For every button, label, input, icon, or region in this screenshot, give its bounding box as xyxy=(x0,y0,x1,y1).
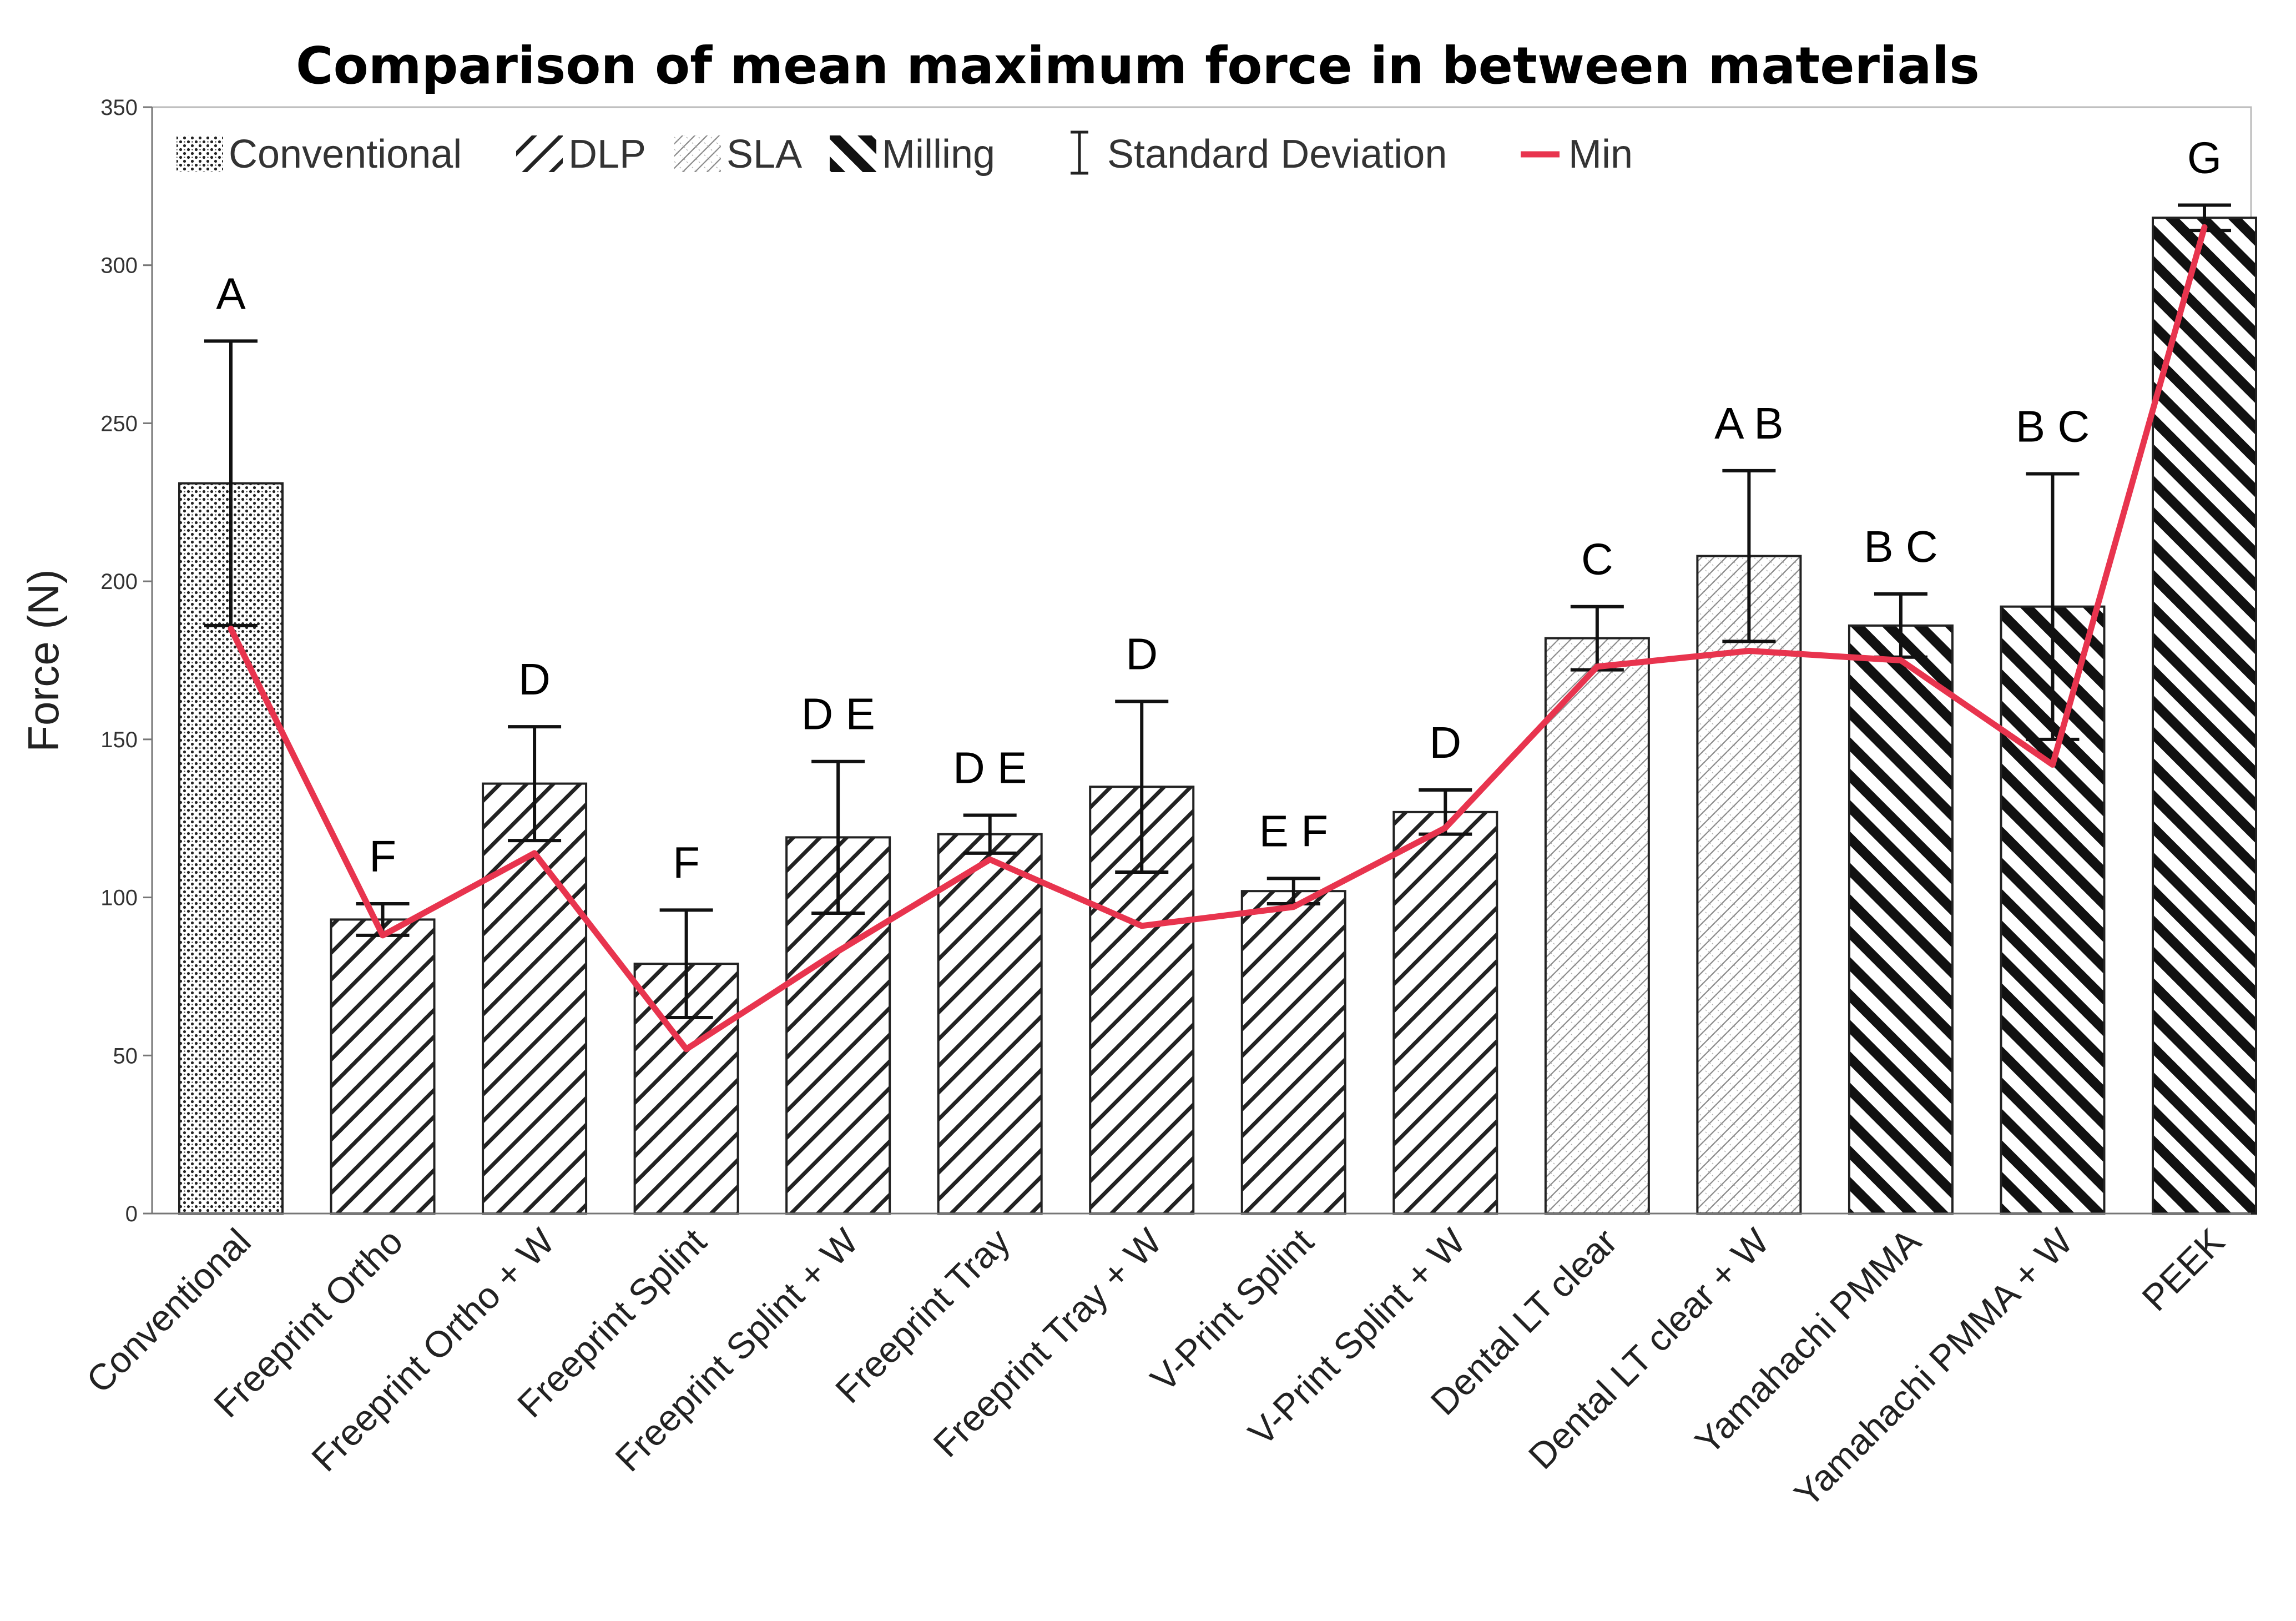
min-point-freeprint-splint-w xyxy=(837,950,839,952)
significance-letters: A F D F D E D E D E F D C A B B C B C G xyxy=(216,133,2222,888)
y-tick-label-350: 350 xyxy=(100,95,138,120)
legend-item-min: Min xyxy=(1521,132,1633,177)
legend-item-sla: SLA xyxy=(674,132,802,177)
significance-letter-yamahachi-pmma-w: B C xyxy=(2016,402,2090,451)
y-tick-label-250: 250 xyxy=(100,411,138,436)
min-point-yamahachi-pmma xyxy=(1900,660,1901,661)
bar-v-print-splint-w xyxy=(1392,810,1498,1215)
error-bar-freeprint-splint xyxy=(659,908,713,1019)
significance-letter-peek: G xyxy=(2187,133,2222,183)
legend-item-standard-deviation: Standard Deviation xyxy=(1071,130,1447,177)
y-tick-label-200: 200 xyxy=(100,570,138,594)
min-point-freeprint-tray-w xyxy=(1141,925,1143,927)
bar-v-print-splint xyxy=(1240,890,1346,1215)
min-point-conventional xyxy=(230,628,231,630)
min-series-line xyxy=(228,224,2208,1053)
legend-label-milling: Milling xyxy=(882,132,995,177)
legend-swatch-sla xyxy=(674,135,721,172)
error-bar-freeprint-tray xyxy=(963,813,1017,855)
min-point-freeprint-tray xyxy=(989,859,991,860)
min-point-yamahachi-pmma-w xyxy=(2052,764,2053,766)
min-point-peek xyxy=(2204,226,2205,228)
y-tick-label-100: 100 xyxy=(100,886,138,910)
y-axis: 0 50 100 150 200 250 300 350 xyxy=(100,95,153,1226)
bar-freeprint-tray xyxy=(937,833,1043,1215)
legend-item-conventional: Conventional xyxy=(176,132,462,177)
bar-freeprint-ortho xyxy=(330,918,436,1215)
legend-swatch-milling xyxy=(830,135,876,172)
bar-yamahachi-pmma xyxy=(1848,624,1954,1215)
y-tick-label-0: 0 xyxy=(125,1202,138,1226)
error-bar-freeprint-splint-w xyxy=(811,759,865,915)
significance-letter-conventional: A xyxy=(216,269,246,318)
error-bar-freeprint-ortho-w xyxy=(508,725,562,843)
y-tick-label-50: 50 xyxy=(113,1044,138,1068)
x-tick-label-peek: PEEK xyxy=(2134,1221,2232,1319)
y-axis-label: Force (N) xyxy=(19,569,68,752)
error-bars xyxy=(204,203,2231,1019)
error-bar-conventional xyxy=(204,339,258,627)
significance-letter-v-print-splint-w: D xyxy=(1429,718,1461,767)
min-point-dental-lt-clear xyxy=(1596,666,1598,667)
error-bar-yamahachi-pmma-w xyxy=(2026,472,2080,741)
significance-letter-freeprint-ortho-w: D xyxy=(518,655,551,704)
legend-label-dlp: DLP xyxy=(568,132,646,177)
error-bar-freeprint-tray-w xyxy=(1115,699,1169,874)
legend-label-conventional: Conventional xyxy=(229,132,462,177)
chart-title: Comparison of mean maximum force in betw… xyxy=(296,36,1980,95)
min-line xyxy=(228,224,2208,1053)
bar-freeprint-ortho-w xyxy=(482,782,588,1215)
x-tick-label-yamahachi-pmma-w: Yamahachi PMMA + W xyxy=(1786,1220,2080,1514)
significance-letter-freeprint-ortho: F xyxy=(369,832,396,881)
min-point-freeprint-ortho xyxy=(382,934,383,936)
legend-item-dlp: DLP xyxy=(516,132,646,177)
min-point-freeprint-splint xyxy=(685,1048,687,1050)
bar-peek xyxy=(2152,217,2257,1215)
significance-letter-freeprint-tray: D E xyxy=(953,743,1027,793)
significance-letter-freeprint-tray-w: D xyxy=(1126,630,1158,679)
bars xyxy=(178,217,2257,1215)
legend-item-milling: Milling xyxy=(830,132,995,177)
bar-dental-lt-clear xyxy=(1544,637,1650,1215)
min-point-v-print-splint xyxy=(1293,906,1294,908)
error-bar-dental-lt-clear-w xyxy=(1722,469,1776,643)
y-tick-label-300: 300 xyxy=(100,254,138,278)
significance-letter-freeprint-splint: F xyxy=(673,838,700,887)
legend-swatch-conventional xyxy=(176,135,223,172)
significance-letter-dental-lt-clear-w: A B xyxy=(1714,399,1784,448)
significance-letter-freeprint-splint-w: D E xyxy=(801,689,875,739)
min-point-v-print-splint-w xyxy=(1445,827,1446,829)
legend-swatch-dlp xyxy=(516,135,563,172)
legend: Conventional DLP SLA Milling Standard Deviat… xyxy=(176,130,1633,177)
legend-label-sla: SLA xyxy=(726,132,802,177)
legend-label-standard-deviation: Standard Deviation xyxy=(1107,132,1447,177)
significance-letter-v-print-splint: E F xyxy=(1259,806,1328,855)
y-tick-label-150: 150 xyxy=(100,728,138,752)
min-point-dental-lt-clear-w xyxy=(1748,650,1750,652)
bar-dental-lt-clear-w xyxy=(1696,555,1802,1215)
min-point-freeprint-ortho-w xyxy=(534,852,536,854)
significance-letter-dental-lt-clear: C xyxy=(1581,535,1613,584)
significance-letter-yamahachi-pmma: B C xyxy=(1864,522,1937,571)
legend-label-min: Min xyxy=(1568,132,1633,177)
